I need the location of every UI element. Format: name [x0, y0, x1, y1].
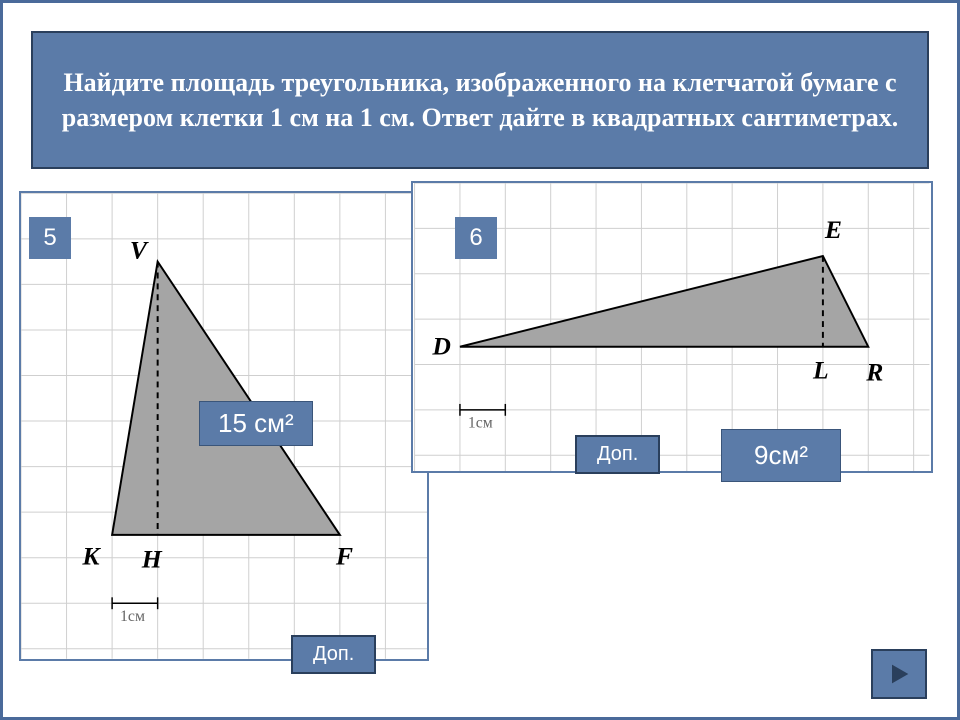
scale-6: 1см: [460, 404, 505, 432]
dop-label-5: Доп.: [313, 643, 354, 666]
problem-number-5-text: 5: [43, 224, 56, 252]
label-k: K: [81, 542, 101, 571]
problem-number-5: 5: [29, 217, 71, 259]
triangle-5: [112, 262, 340, 535]
triangle-6: [460, 256, 868, 347]
task-text: Найдите площадь треугольника, изображенн…: [53, 65, 907, 135]
arrow-right-icon: [885, 660, 913, 688]
dop-button-5[interactable]: Доп.: [291, 635, 376, 674]
scale-label-6: 1см: [468, 415, 493, 432]
label-v: V: [130, 236, 149, 265]
label-r: R: [865, 357, 883, 386]
label-f: F: [335, 542, 353, 571]
outer-frame: Найдите площадь треугольника, изображенн…: [0, 0, 960, 720]
problem-number-6-text: 6: [469, 224, 482, 252]
answer-6-text: 9см²: [754, 440, 808, 471]
problem-number-6: 6: [455, 217, 497, 259]
dop-button-6[interactable]: Доп.: [575, 435, 660, 474]
answer-5: 15 см²: [199, 401, 313, 446]
label-d: D: [431, 332, 451, 361]
answer-6: 9см²: [721, 429, 841, 482]
label-l: L: [812, 355, 829, 384]
scale-5: 1см: [112, 597, 158, 625]
answer-5-text: 15 см²: [218, 408, 294, 439]
task-header: Найдите площадь треугольника, изображенн…: [31, 31, 929, 169]
scale-label-5: 1см: [120, 608, 145, 625]
label-e: E: [824, 215, 842, 244]
dop-label-6: Доп.: [597, 443, 638, 466]
label-h: H: [141, 545, 163, 574]
next-button[interactable]: [871, 649, 927, 699]
